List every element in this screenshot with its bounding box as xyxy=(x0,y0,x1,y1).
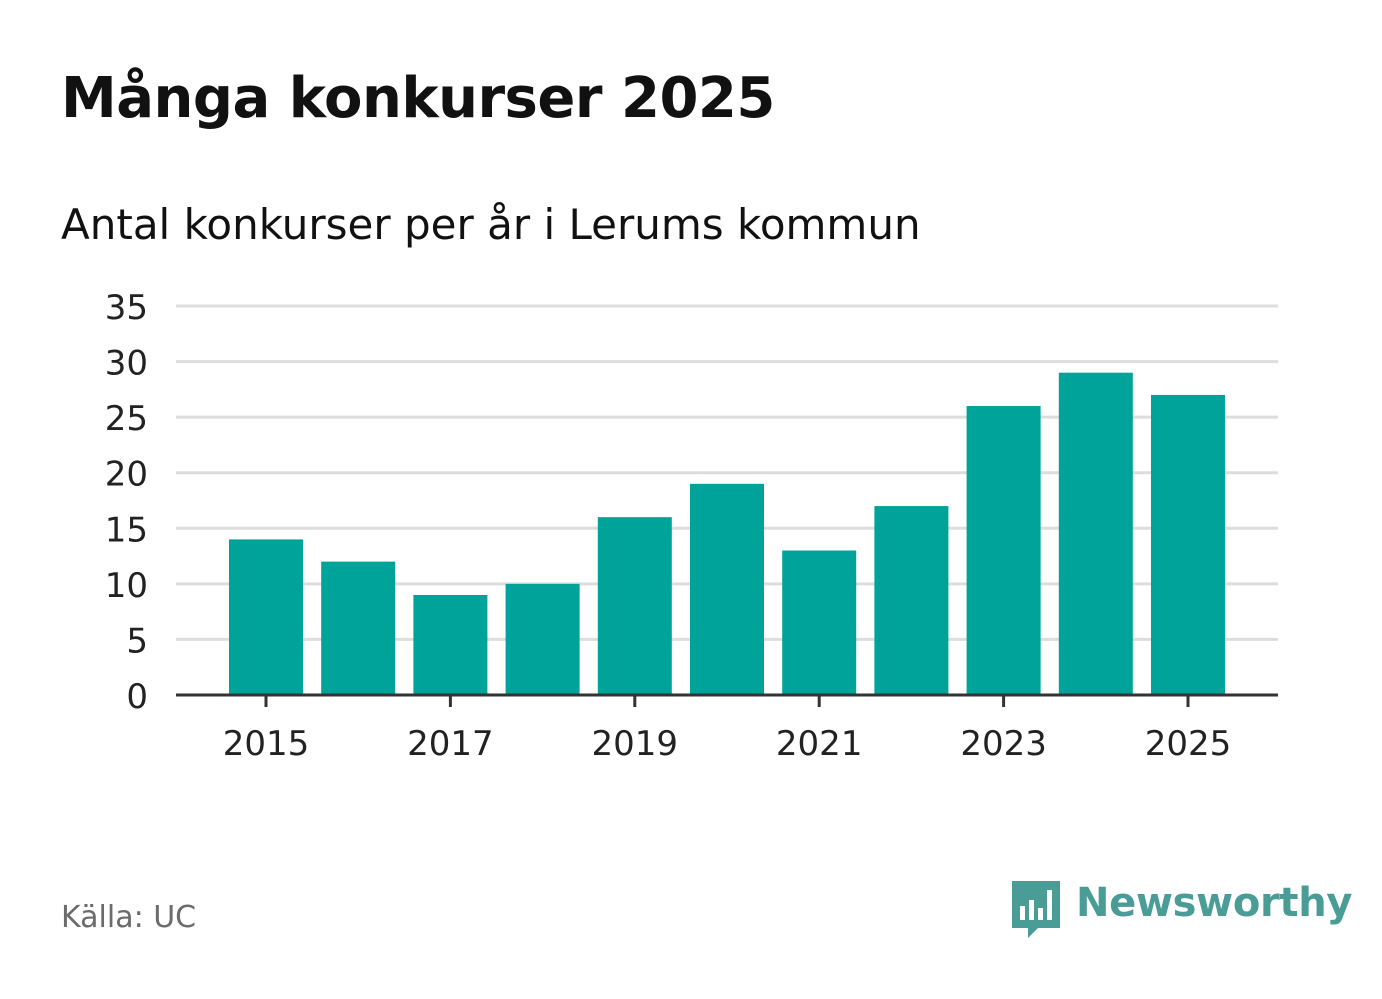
chart-subtitle: Antal konkurser per år i Lerums kommun xyxy=(61,200,921,249)
y-tick-label: 25 xyxy=(105,399,148,439)
bar-2019 xyxy=(597,517,672,695)
x-tick-label: 2025 xyxy=(1145,724,1232,764)
x-tick-label: 2015 xyxy=(223,724,310,764)
bar-2016 xyxy=(321,561,396,695)
chart-title: Många konkurser 2025 xyxy=(61,66,775,131)
y-tick-label: 15 xyxy=(105,510,148,550)
y-tick-label: 20 xyxy=(105,455,148,495)
bar-2017 xyxy=(413,594,488,695)
bar-2020 xyxy=(690,483,764,695)
bar-2021 xyxy=(782,550,857,695)
newsworthy-logo-icon xyxy=(1012,881,1060,938)
x-tick-label: 2021 xyxy=(776,724,863,764)
y-tick-label: 30 xyxy=(105,344,148,384)
x-tick-label: 2017 xyxy=(407,724,494,764)
y-tick-label: 5 xyxy=(126,621,148,661)
bar-2015 xyxy=(229,539,303,695)
newsworthy-logo: Newsworthy xyxy=(1010,878,1353,940)
brand-name: Newsworthy xyxy=(1076,880,1353,926)
x-tick-label: 2019 xyxy=(592,724,679,764)
bar-2024 xyxy=(1058,372,1133,695)
y-tick-label: 0 xyxy=(126,677,148,717)
source-label: Källa: UC xyxy=(61,900,197,935)
y-tick-label: 10 xyxy=(105,566,148,606)
bar-2023 xyxy=(966,406,1041,695)
bar-2018 xyxy=(505,583,580,695)
x-tick-label: 2023 xyxy=(960,724,1047,764)
bar-2025 xyxy=(1151,394,1225,695)
bar-2022 xyxy=(874,506,949,695)
y-tick-label: 35 xyxy=(105,288,148,328)
